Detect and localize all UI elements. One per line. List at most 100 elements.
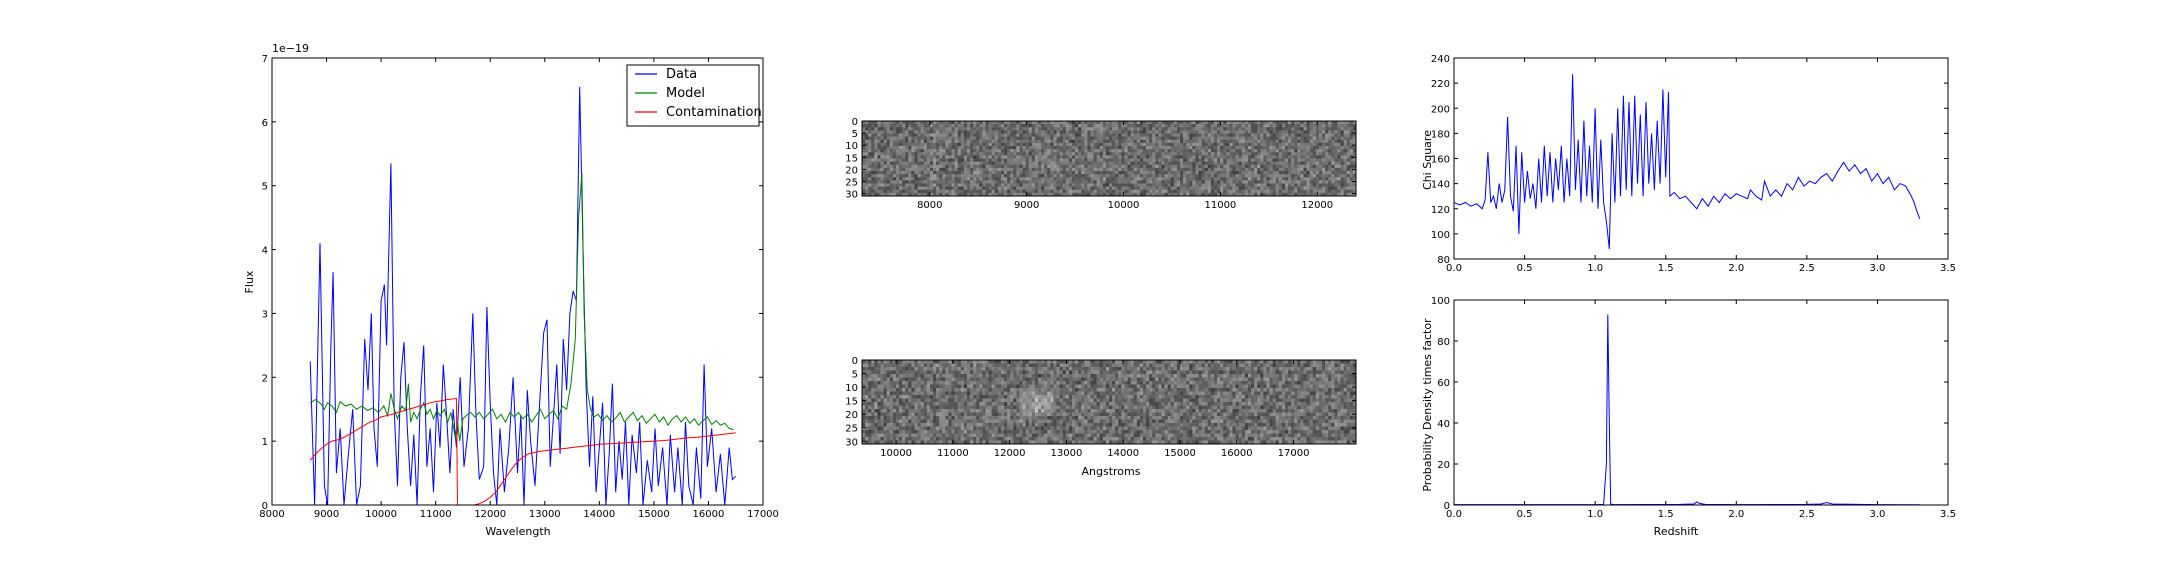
image-pixel: [1349, 180, 1354, 184]
image-pixel: [1170, 142, 1175, 147]
image-pixel: [886, 149, 891, 153]
image-pixel: [1164, 133, 1168, 137]
image-pixel: [1059, 149, 1063, 153]
image-pixel: [1090, 155, 1094, 159]
image-pixel: [883, 130, 887, 134]
image-pixel: [908, 367, 912, 371]
image-pixel: [1346, 136, 1351, 141]
image-pixel: [1272, 158, 1277, 162]
image-pixel: [1325, 164, 1329, 169]
image-pixel: [911, 149, 915, 153]
image-pixel: [976, 183, 980, 187]
image-pixel: [942, 124, 946, 128]
image-pixel: [1093, 377, 1097, 382]
image-pixel: [936, 149, 940, 153]
image-pixel: [1149, 363, 1153, 368]
legend-label-model: Model: [666, 86, 705, 101]
image-pixel: [988, 186, 992, 191]
image-pixel: [1071, 177, 1076, 181]
image-pixel: [920, 142, 925, 147]
image-pixel: [982, 171, 986, 175]
image-pixel: [960, 152, 965, 156]
image-pixel: [1062, 142, 1067, 147]
image-pixel: [908, 377, 912, 382]
image-pixel: [1318, 360, 1323, 364]
image-pixel: [1195, 155, 1199, 159]
y-tick-label: 0: [262, 501, 268, 512]
image-pixel: [886, 164, 891, 169]
image-pixel: [1251, 174, 1255, 178]
image-pixel: [880, 374, 884, 378]
image-pixel: [1022, 189, 1026, 194]
image-pixel: [1065, 186, 1070, 191]
image-pixel: [923, 164, 928, 169]
image-pixel: [1025, 161, 1030, 166]
image-pixel: [1139, 161, 1144, 166]
image-pixel: [1241, 180, 1246, 184]
image-pixel: [1312, 174, 1317, 178]
image-pixel: [1056, 136, 1060, 141]
image-pixel: [1226, 158, 1230, 162]
image-pixel: [985, 121, 989, 125]
image-pixel: [902, 180, 906, 184]
image-pixel: [970, 158, 974, 162]
image-pixel: [1044, 155, 1048, 159]
image-pixel: [1124, 124, 1128, 128]
image-pixel: [1109, 152, 1113, 156]
image-pixel: [1044, 377, 1048, 382]
image-pixel: [988, 363, 992, 368]
image-pixel: [926, 174, 931, 178]
image-pixel: [889, 161, 894, 166]
image-pixel: [1260, 374, 1264, 378]
image-pixel: [982, 130, 986, 134]
image-pixel: [1152, 367, 1156, 371]
image-pixel: [1322, 139, 1326, 144]
image-pixel: [1260, 171, 1264, 175]
image-pixel: [1291, 121, 1295, 125]
image-pixel: [1192, 158, 1196, 162]
image-pixel: [1331, 161, 1335, 166]
image-pixel: [976, 142, 980, 147]
image-pixel: [939, 363, 943, 368]
image-pixel: [1297, 164, 1301, 169]
image-pixel: [1037, 367, 1042, 371]
image-pixel: [1099, 360, 1104, 364]
image-pixel: [1164, 374, 1168, 378]
image-pixel: [1016, 130, 1020, 134]
image-pixel: [979, 377, 983, 382]
image-pixel: [933, 155, 937, 159]
image-pixel: [1007, 167, 1011, 172]
image-pixel: [1291, 139, 1295, 144]
image-pixel: [1220, 360, 1224, 364]
image-pixel: [945, 124, 949, 128]
image-pixel: [1093, 146, 1097, 150]
image-pixel: [1062, 161, 1067, 166]
image-pixel: [883, 370, 887, 375]
image-pixel: [871, 374, 875, 378]
image-pixel: [1309, 186, 1314, 191]
image-pixel: [1340, 161, 1344, 166]
image-pixel: [1109, 139, 1113, 144]
image-pixel: [1275, 189, 1280, 194]
image-pixel: [1170, 192, 1175, 197]
image-pixel: [1309, 133, 1314, 137]
image-pixel: [1028, 161, 1033, 166]
image-pixel: [1031, 367, 1036, 371]
image-pixel: [1152, 363, 1156, 368]
image-pixel: [1112, 180, 1116, 184]
image-pixel: [1115, 146, 1119, 150]
image-pixel: [1078, 192, 1082, 197]
image-pixel: [1278, 139, 1283, 144]
image-pixel: [902, 136, 906, 141]
image-pixel: [871, 167, 875, 172]
image-pixel: [942, 161, 946, 166]
image-pixel: [1260, 363, 1264, 368]
image-pixel: [1318, 133, 1323, 137]
image-pixel: [1170, 130, 1175, 134]
image-pixel: [994, 133, 999, 137]
image-pixel: [951, 186, 955, 191]
image-pixel: [899, 374, 903, 378]
image-pixel: [985, 381, 989, 385]
image-pixel: [1078, 370, 1082, 375]
image-pixel: [1244, 367, 1249, 371]
